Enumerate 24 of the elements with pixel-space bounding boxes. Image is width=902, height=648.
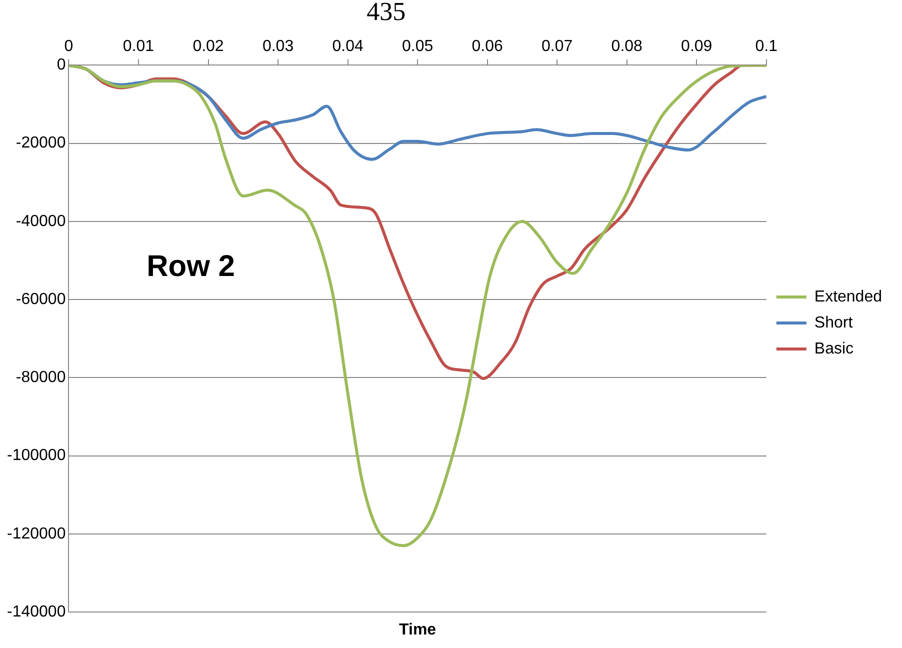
legend-label: Short — [814, 314, 854, 332]
y-tick-label: -80000 — [16, 369, 66, 386]
legend-label: Basic — [814, 340, 854, 358]
x-tick-label: 0.09 — [681, 38, 712, 56]
y-tick-label: 0 — [56, 56, 66, 74]
x-tick-label: 0.02 — [192, 38, 224, 56]
y-tick-label: -20000 — [16, 134, 66, 152]
x-tick-label: 0.01 — [122, 38, 154, 56]
x-tick-label: 0.03 — [262, 38, 294, 56]
text: 435 — [366, 0, 406, 26]
y-tick-label: -140000 — [7, 603, 66, 620]
y-tick-label: -60000 — [16, 290, 66, 308]
y-tick-label: -40000 — [16, 212, 66, 230]
y-tick-label: -120000 — [7, 525, 66, 542]
x-tick-label: 0.05 — [402, 38, 434, 56]
x-tick-label: 0.06 — [472, 38, 503, 56]
x-tick-label: 0.07 — [542, 38, 573, 56]
annotation: Row 2 — [146, 250, 235, 283]
legend-label: Extended — [814, 288, 882, 306]
y-tick-label: -100000 — [7, 447, 66, 464]
x-axis-title: Time — [399, 621, 436, 638]
x-tick-label: 0.08 — [611, 38, 643, 56]
x-tick-label: 0.04 — [332, 38, 364, 56]
x-tick-label: 0.1 — [755, 38, 778, 56]
